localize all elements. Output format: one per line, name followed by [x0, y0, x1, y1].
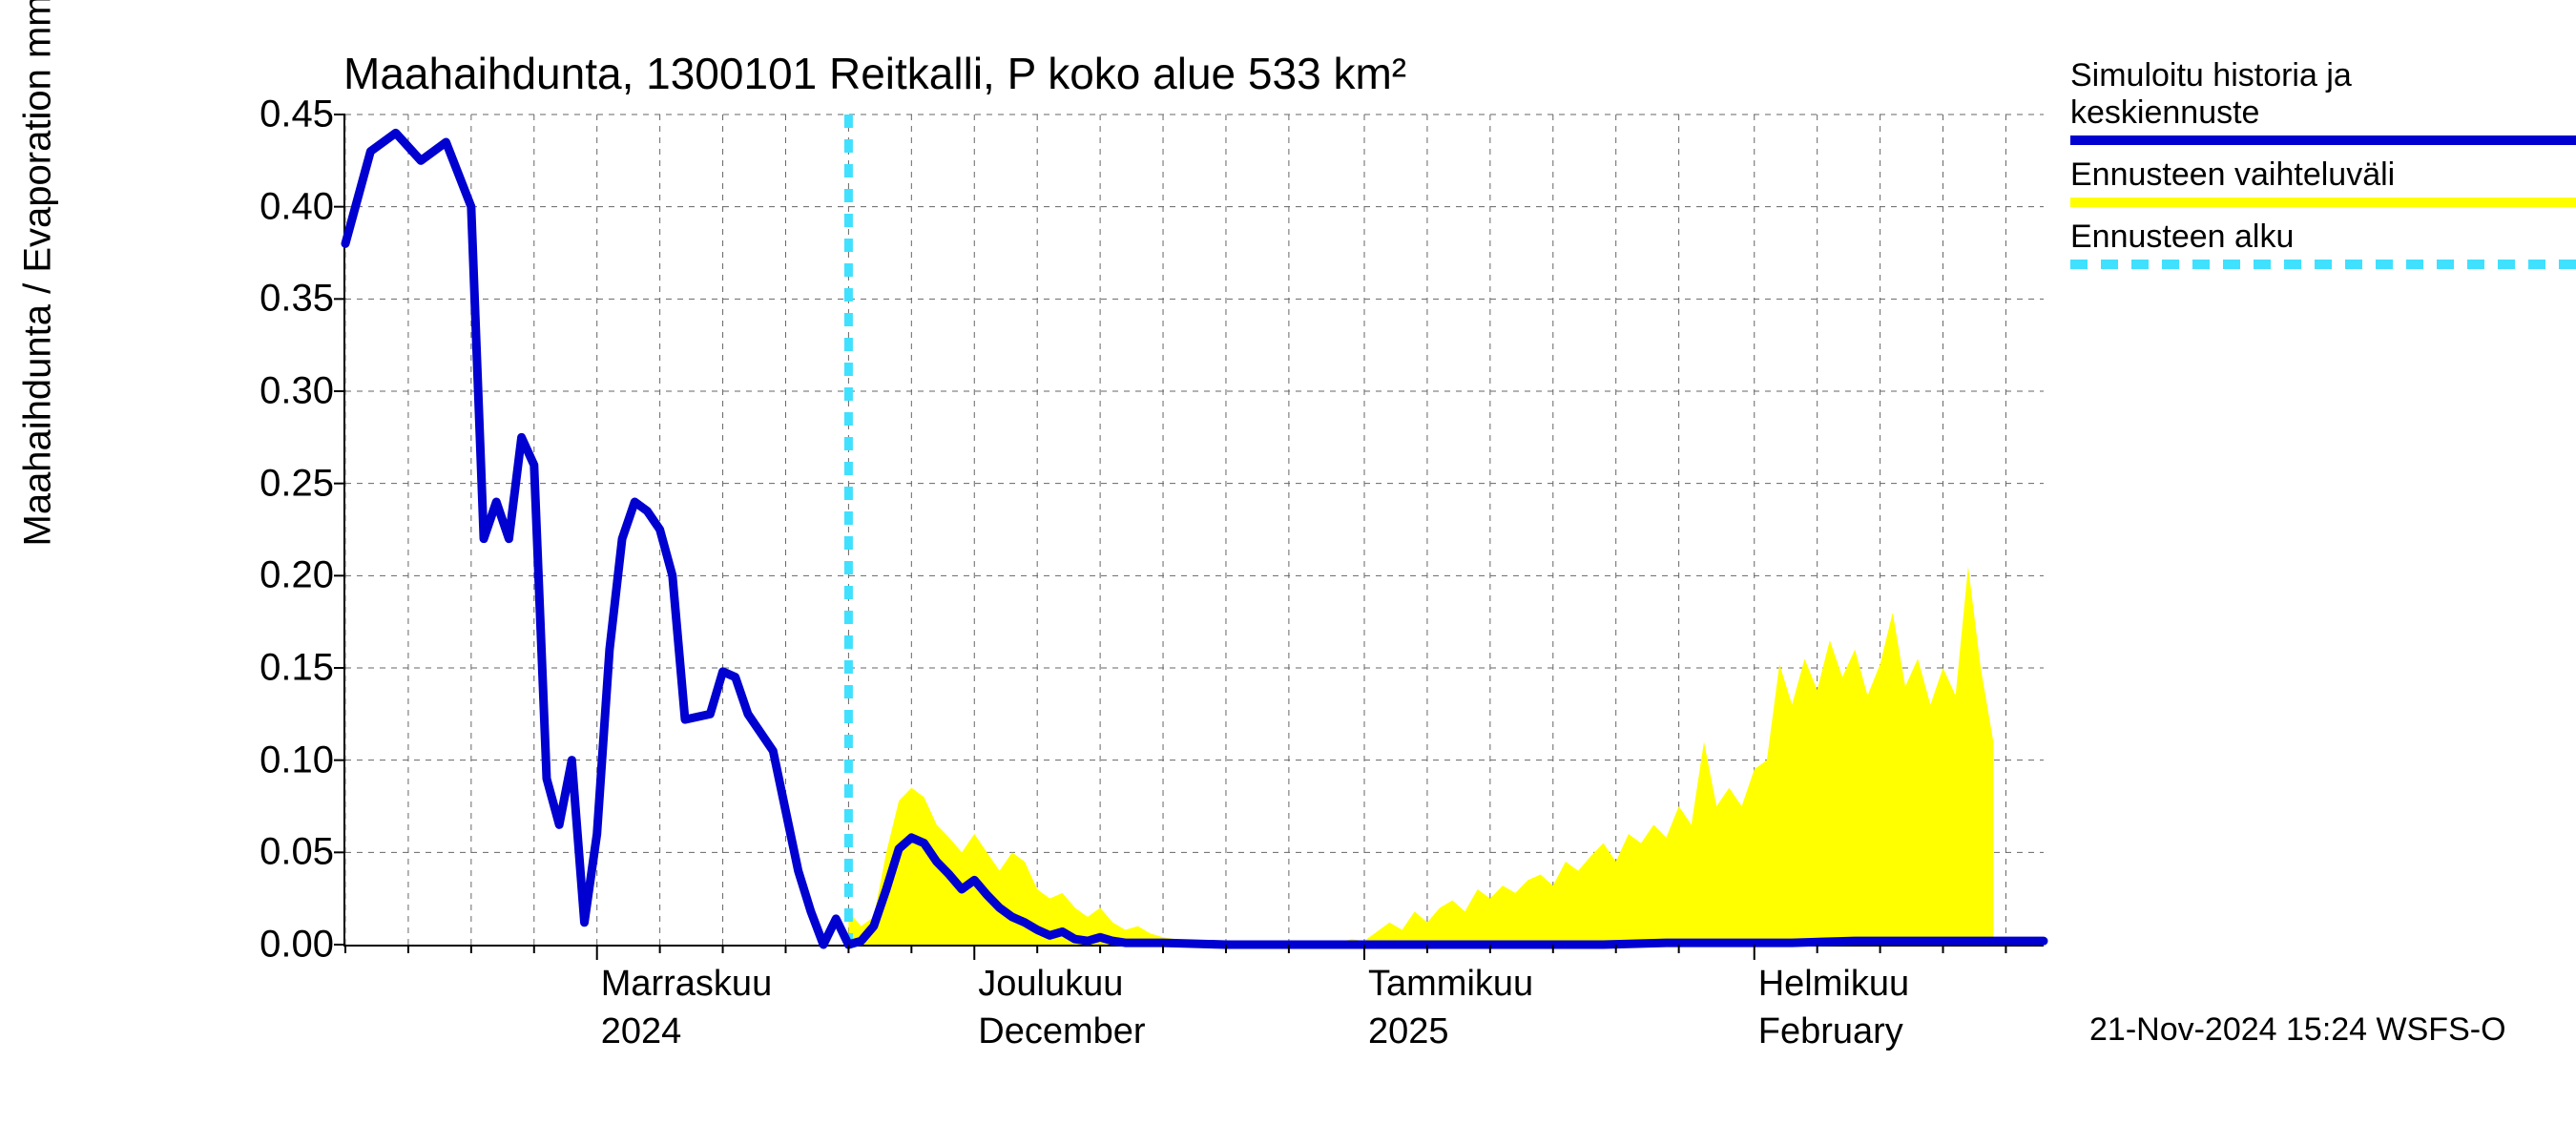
- legend-item: Ennusteen vaihteluväli: [2070, 156, 2576, 207]
- y-tick-label: 0.00: [260, 924, 334, 967]
- chart-container: Maahaihdunta, 1300101 Reitkalli, P koko …: [0, 0, 2576, 1145]
- x-tick-label: 2025: [1368, 1011, 1449, 1052]
- legend-item: Simuloitu historia jakeskiennuste: [2070, 57, 2576, 145]
- y-tick-label: 0.30: [260, 370, 334, 413]
- y-tick-label: 0.40: [260, 185, 334, 228]
- x-tick-label: 2024: [601, 1011, 682, 1052]
- legend: Simuloitu historia jakeskiennuste Ennuste…: [2070, 57, 2576, 281]
- y-axis-label: Maahaihdunta / Evaporation mm/d: [17, 0, 60, 547]
- plot-area: [343, 114, 2044, 947]
- legend-swatch: [2070, 260, 2576, 269]
- timestamp-label: 21-Nov-2024 15:24 WSFS-O: [2089, 1011, 2506, 1049]
- y-tick-label: 0.15: [260, 647, 334, 690]
- legend-text: Simuloitu historia ja: [2070, 57, 2576, 94]
- legend-text: Ennusteen alku: [2070, 219, 2576, 256]
- x-tick-label: Helmikuu: [1758, 964, 1909, 1005]
- x-tick-label: Tammikuu: [1368, 964, 1533, 1005]
- legend-text: Ennusteen vaihteluväli: [2070, 156, 2576, 194]
- legend-swatch: [2070, 135, 2576, 145]
- chart-svg: [345, 114, 2044, 945]
- x-tick-label: Joulukuu: [978, 964, 1123, 1005]
- x-tick-label: December: [978, 1011, 1145, 1052]
- y-tick-label: 0.25: [260, 462, 334, 505]
- y-tick-label: 0.05: [260, 831, 334, 874]
- y-tick-label: 0.20: [260, 554, 334, 597]
- legend-text: keskiennuste: [2070, 94, 2576, 132]
- chart-title: Maahaihdunta, 1300101 Reitkalli, P koko …: [343, 48, 1406, 99]
- legend-swatch: [2070, 198, 2576, 207]
- legend-item: Ennusteen alku: [2070, 219, 2576, 269]
- y-tick-label: 0.45: [260, 94, 334, 136]
- y-tick-label: 0.35: [260, 278, 334, 321]
- x-tick-label: Marraskuu: [601, 964, 773, 1005]
- x-tick-label: February: [1758, 1011, 1903, 1052]
- y-tick-label: 0.10: [260, 739, 334, 781]
